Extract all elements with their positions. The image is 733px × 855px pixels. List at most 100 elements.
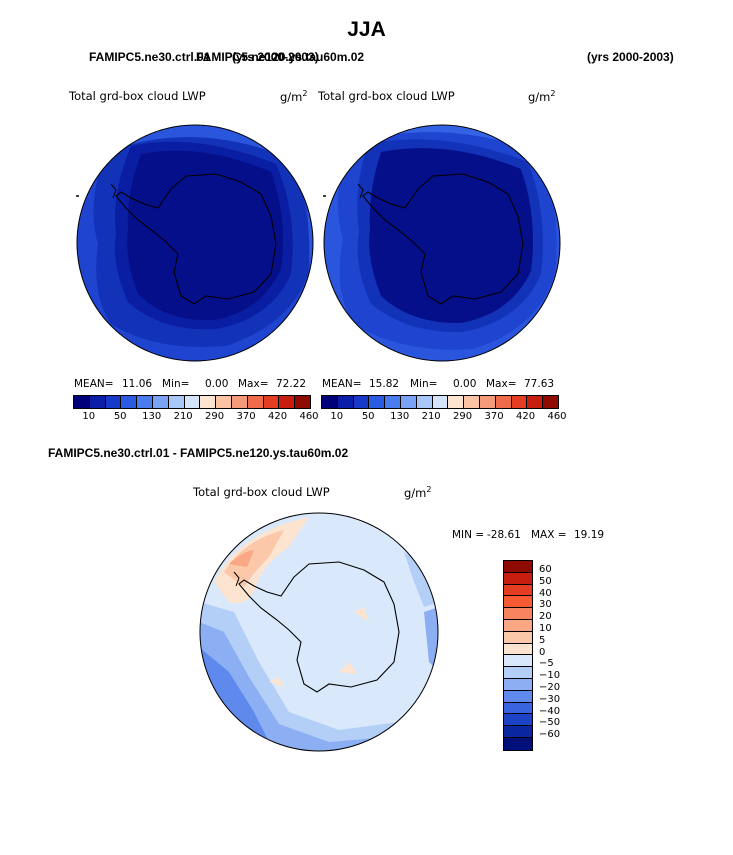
diff-min-label: MIN = [452, 529, 485, 541]
colorbar-tick-label: 50 [361, 411, 375, 422]
colorbar-tick-label: −20 [539, 682, 561, 693]
colorbar-swatch [89, 396, 106, 408]
colorbar-swatch [495, 396, 512, 408]
colorbar-swatch [295, 396, 310, 408]
difference-title: FAMIPC5.ne30.ctrl.01 - FAMIPC5.ne120.ys.… [48, 446, 349, 460]
colorbar-tick-label: −30 [539, 693, 561, 705]
antarctica-outline [362, 173, 524, 305]
colorbar-tick-label: 10 [330, 411, 344, 422]
colorbar-swatch [504, 561, 532, 573]
colorbar-swatch [247, 396, 264, 408]
colorbar-swatch [504, 678, 532, 691]
colorbar-swatch [385, 396, 401, 408]
diff-panel-units: g/m2 [404, 485, 432, 500]
colorbar-tick-label: −40 [539, 705, 561, 717]
left-colorbar-labels: 10 50 130 210 290 370 420 460 [73, 411, 318, 425]
colorbar-swatch [322, 396, 338, 408]
left-panel-variable: Total grd-box cloud LWP [69, 89, 206, 103]
colorbar-swatch [504, 572, 532, 585]
colorbar-swatch [543, 396, 558, 408]
colorbar-swatch [369, 396, 386, 408]
colorbar-tick-label: 420 [515, 411, 536, 422]
colorbar-swatch [279, 396, 296, 408]
right-colorbar-labels: 10 50 130 210 290 370 420 460 [321, 411, 566, 425]
colorbar-swatch [337, 396, 354, 408]
right-colorbar [321, 395, 559, 409]
colorbar-swatch [504, 714, 532, 727]
colorbar-tick-label: 30 [539, 599, 552, 611]
colorbar-tick-label: 420 [267, 411, 288, 422]
colorbar-tick-label: 210 [173, 411, 193, 422]
right-mean-label: MEAN= [322, 378, 362, 390]
colorbar-swatch [74, 396, 90, 408]
right-case-years: (yrs 2000-2003) [587, 50, 674, 64]
colorbar-swatch [105, 396, 122, 408]
colorbar-tick-label: −10 [539, 670, 561, 682]
figure-title: JJA [347, 18, 386, 41]
left-min-value: 0.00 [205, 378, 229, 390]
right-max-value: 77.63 [524, 378, 555, 390]
colorbar-tick-label: 20 [539, 611, 552, 623]
colorbar-swatch [400, 396, 417, 408]
diff-max-label: MAX = [531, 529, 567, 541]
colorbar-tick-label: 0 [539, 646, 546, 658]
left-colorbar [73, 395, 311, 409]
colorbar-tick-label: 290 [205, 411, 225, 422]
colorbar-tick-label: 370 [484, 411, 504, 422]
colorbar-swatch [504, 702, 532, 715]
left-polar-map [76, 124, 314, 362]
right-mean-value: 15.82 [369, 378, 400, 390]
colorbar-tick-label: 210 [421, 411, 441, 422]
colorbar-tick-label: −60 [539, 729, 561, 741]
colorbar-swatch [504, 631, 532, 644]
right-panel-variable: Total grd-box cloud LWP [318, 89, 455, 103]
colorbar-swatch [200, 396, 217, 408]
colorbar-swatch [504, 655, 532, 668]
colorbar-swatch [504, 690, 532, 703]
colorbar-swatch [216, 396, 232, 408]
colorbar-swatch [137, 396, 153, 408]
colorbar-tick-label: 50 [113, 411, 127, 422]
right-max-label: Max= [486, 378, 517, 390]
diff-panel-variable: Total grd-box cloud LWP [193, 485, 330, 499]
left-mean-value: 11.06 [122, 378, 153, 390]
colorbar-swatch [504, 584, 532, 597]
right-min-value: 0.00 [453, 378, 477, 390]
left-max-value: 72.22 [276, 378, 307, 390]
colorbar-tick-label: 130 [142, 411, 162, 422]
colorbar-tick-label: 40 [539, 587, 552, 599]
colorbar-swatch [504, 596, 532, 609]
right-polar-map [323, 124, 561, 362]
left-case-name: FAMIPC5.ne30.ctrl.01 [89, 50, 211, 64]
colorbar-swatch [504, 737, 532, 750]
diff-max-value: 19.19 [574, 529, 605, 541]
colorbar-swatch [464, 396, 480, 408]
colorbar-tick-label: −5 [539, 658, 554, 670]
colorbar-swatch [504, 726, 532, 738]
left-mean-label: MEAN= [74, 378, 114, 390]
colorbar-tick-label: 290 [453, 411, 473, 422]
colorbar-swatch [152, 396, 169, 408]
colorbar-swatch [504, 619, 532, 632]
colorbar-swatch [231, 396, 248, 408]
left-panel-units: g/m2 [280, 89, 308, 104]
colorbar-tick-label: 460 [299, 411, 319, 422]
antarctica-outline [238, 561, 400, 693]
colorbar-swatch [168, 396, 185, 408]
colorbar-swatch [504, 667, 532, 679]
colorbar-swatch [504, 608, 532, 620]
right-min-label: Min= [410, 378, 438, 390]
colorbar-swatch [416, 396, 433, 408]
diff-min-value: -28.61 [487, 529, 521, 541]
colorbar-tick-label: 460 [547, 411, 567, 422]
colorbar-swatch [263, 396, 280, 408]
colorbar-tick-label: 5 [539, 634, 546, 646]
difference-colorbar [503, 560, 533, 751]
left-max-label: Max= [238, 378, 269, 390]
colorbar-tick-label: 10 [82, 411, 96, 422]
colorbar-tick-label: 60 [539, 564, 552, 575]
left-case-years: (yrs 2000-2003) [232, 50, 319, 64]
colorbar-swatch [432, 396, 449, 408]
colorbar-swatch [479, 396, 496, 408]
colorbar-swatch [511, 396, 528, 408]
